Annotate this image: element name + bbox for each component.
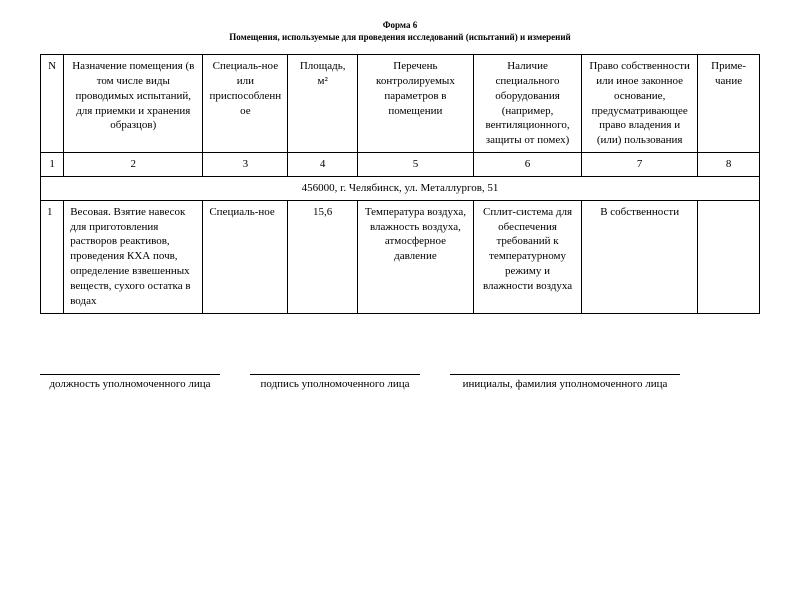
signatures-block: должность уполномоченного лица подпись у… [40,374,760,390]
address-cell: 456000, г. Челябинск, ул. Металлургов, 5… [41,176,760,200]
colnum-5: 5 [357,153,473,177]
sig-line-2 [250,374,420,376]
signature-name: инициалы, фамилия уполномоченного лица [450,374,680,390]
header-equipment: Наличие специального оборудования (напри… [473,55,581,153]
colnum-2: 2 [64,153,203,177]
header-row: N Назначение помещения (в том числе виды… [41,55,760,153]
colnum-7: 7 [582,153,698,177]
header-note: Приме-чание [698,55,760,153]
signature-position: должность уполномоченного лица [40,374,220,390]
sig-line-1 [40,374,220,376]
cell-purpose: Весовая. Взятие навесок для приготовлени… [64,200,203,313]
cell-equipment: Сплит-система для обеспечения требований… [473,200,581,313]
sig-label-2: подпись уполномоченного лица [261,378,410,390]
header-right: Право собственности или иное законное ос… [582,55,698,153]
colnum-3: 3 [203,153,288,177]
sig-line-3 [450,374,680,376]
header-n: N [41,55,64,153]
header-purpose: Назначение помещения (в том числе виды п… [64,55,203,153]
cell-n: 1 [41,200,64,313]
address-row: 456000, г. Челябинск, ул. Металлургов, 5… [41,176,760,200]
cell-note [698,200,760,313]
colnum-8: 8 [698,153,760,177]
table-row: 1 Весовая. Взятие навесок для приготовле… [41,200,760,313]
document-title: Помещения, используемые для проведения и… [40,32,760,42]
colnum-4: 4 [288,153,358,177]
cell-type: Специаль-ное [203,200,288,313]
cell-right: В собственности [582,200,698,313]
header-area: Площадь, м² [288,55,358,153]
colnum-1: 1 [41,153,64,177]
premises-table: N Назначение помещения (в том числе виды… [40,54,760,314]
header-type: Специаль-ное или приспособленное [203,55,288,153]
cell-params: Температура воздуха, влажность воздуха, … [357,200,473,313]
sig-label-1: должность уполномоченного лица [49,378,210,390]
cell-area: 15,6 [288,200,358,313]
form-label: Форма 6 [40,20,760,30]
header-params: Перечень контролируемых параметров в пом… [357,55,473,153]
sig-label-3: инициалы, фамилия уполномоченного лица [463,378,668,390]
signature-sign: подпись уполномоченного лица [250,374,420,390]
colnum-6: 6 [473,153,581,177]
number-row: 1 2 3 4 5 6 7 8 [41,153,760,177]
